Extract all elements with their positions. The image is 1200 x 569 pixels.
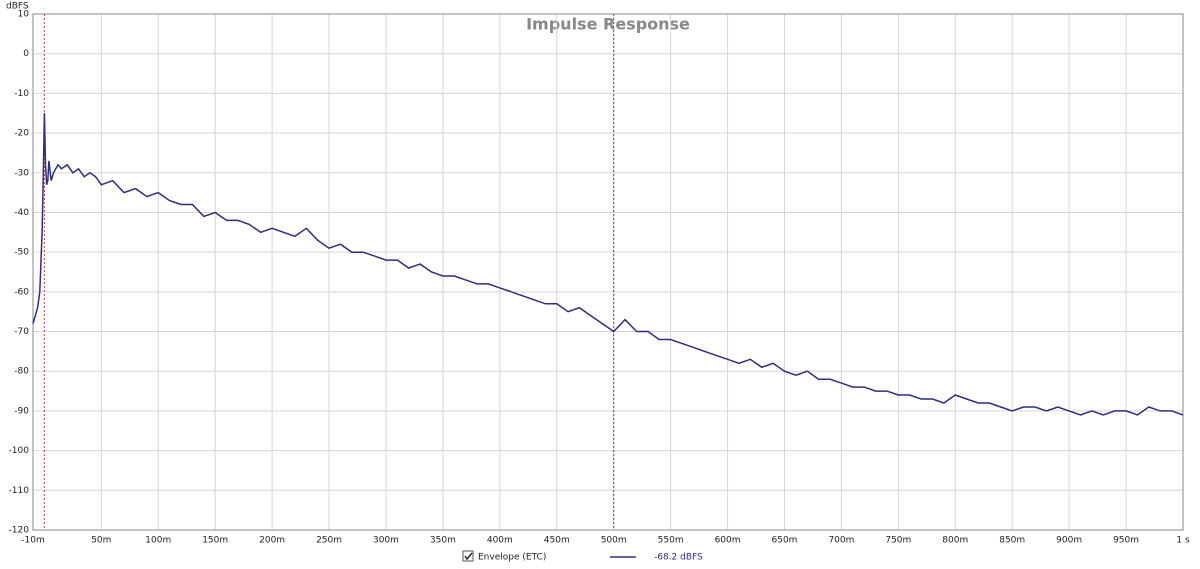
legend-readout: -68.2 dBFS: [654, 553, 703, 563]
y-tick-label: -80: [14, 367, 29, 377]
y-tick-label: -100: [9, 446, 30, 456]
y-tick-label: 10: [18, 10, 30, 20]
legend-label[interactable]: Envelope (ETC): [478, 553, 546, 563]
x-tick-label: 200m: [259, 536, 285, 546]
x-tick-label: 250m: [316, 536, 342, 546]
x-tick-label: 800m: [942, 536, 968, 546]
y-tick-label: -50: [14, 248, 29, 258]
x-tick-label: -10m: [21, 536, 44, 546]
plot-frame: [32, 13, 1184, 531]
x-tick-label: 750m: [885, 536, 911, 546]
data-line: [32, 113, 1184, 416]
x-tick-label: 400m: [487, 536, 513, 546]
x-tick-label: 300m: [373, 536, 399, 546]
y-tick-label: -120: [9, 526, 30, 536]
x-tick-label: 700m: [828, 536, 854, 546]
y-tick-label: -40: [14, 208, 29, 218]
x-tick-label: 650m: [772, 536, 798, 546]
x-tick-label: 450m: [544, 536, 570, 546]
x-tick-label: 600m: [715, 536, 741, 546]
legend-checkbox[interactable]: [462, 550, 474, 562]
x-tick-label: 950m: [1113, 536, 1139, 546]
checkmark: [464, 552, 473, 561]
x-tick-label: 50m: [91, 536, 111, 546]
y-tick-label: 0: [23, 49, 29, 59]
y-tick-label: -30: [14, 168, 29, 178]
y-tick-label: -10: [14, 89, 29, 99]
y-tick-label: -70: [14, 327, 29, 337]
y-tick-label: -110: [9, 486, 30, 496]
y-axis-label: dBFS: [6, 2, 29, 12]
x-tick-label: 100m: [145, 536, 171, 546]
x-tick-label: 150m: [202, 536, 228, 546]
x-tick-label: 900m: [1056, 536, 1082, 546]
x-tick-label: 500m: [601, 536, 627, 546]
x-tick-label: 850m: [999, 536, 1025, 546]
y-tick-label: -60: [14, 287, 29, 297]
x-tick-label: 350m: [430, 536, 456, 546]
y-tick-label: -20: [14, 129, 29, 139]
x-tick-label: 550m: [658, 536, 684, 546]
y-tick-label: -90: [14, 406, 29, 416]
chart-title: Impulse Response: [526, 15, 690, 34]
x-tick-label: 1 s: [1176, 536, 1190, 546]
